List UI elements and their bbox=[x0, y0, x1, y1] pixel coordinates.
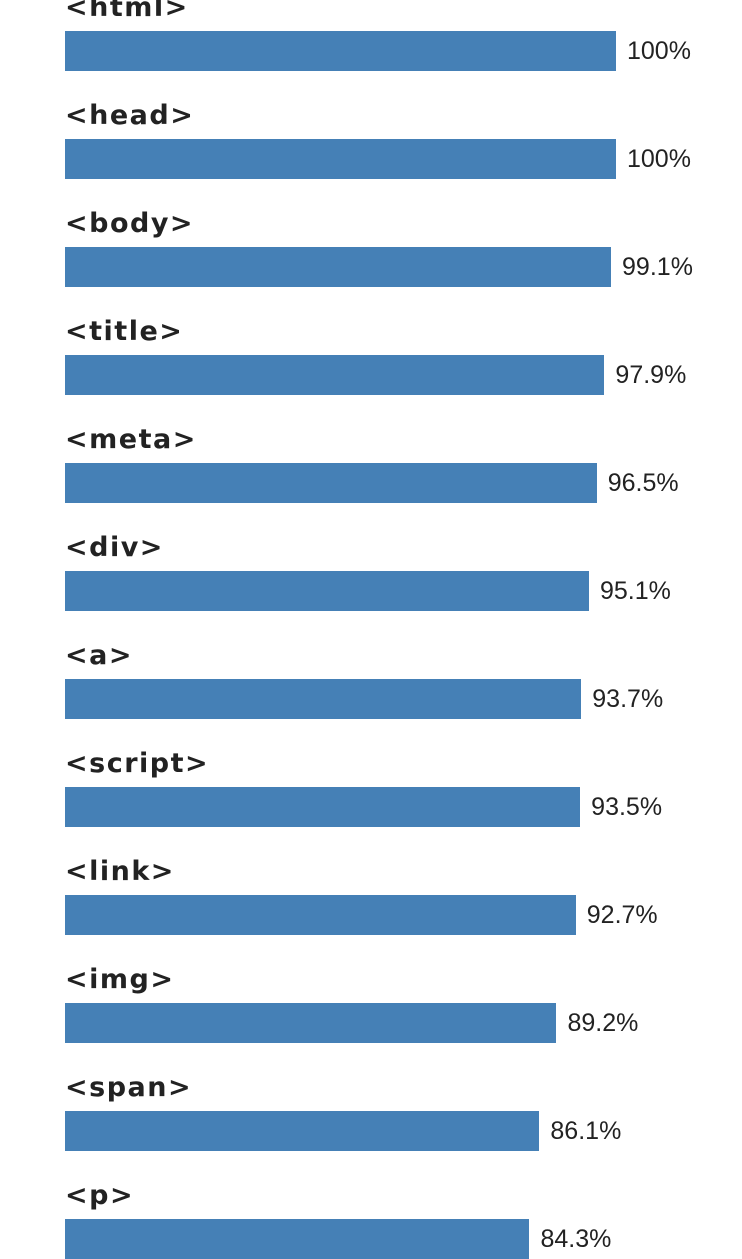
category-label: <body> bbox=[65, 208, 195, 239]
bar bbox=[65, 571, 589, 611]
category-label: <div> bbox=[65, 532, 164, 563]
value-label: 100% bbox=[627, 145, 691, 173]
value-label: 93.5% bbox=[591, 793, 663, 821]
value-label: 96.5% bbox=[607, 469, 679, 497]
category-label: <head> bbox=[65, 100, 195, 131]
category-label: <meta> bbox=[65, 424, 197, 455]
bar bbox=[65, 355, 605, 395]
value-label: 95.1% bbox=[600, 577, 671, 605]
value-label: 100% bbox=[627, 37, 691, 65]
bar bbox=[65, 31, 616, 71]
bar bbox=[65, 679, 582, 719]
bar bbox=[65, 1003, 557, 1043]
value-label: 93.7% bbox=[592, 685, 664, 713]
bar bbox=[65, 1219, 530, 1259]
category-label: <script> bbox=[65, 748, 210, 779]
category-label: <p> bbox=[65, 1180, 135, 1211]
value-label: 84.3% bbox=[540, 1225, 612, 1253]
value-label: 89.2% bbox=[567, 1009, 639, 1037]
bar bbox=[65, 895, 576, 935]
bar bbox=[65, 1111, 540, 1151]
category-label: <img> bbox=[65, 964, 175, 995]
category-label: <link> bbox=[65, 856, 175, 887]
value-label: 92.7% bbox=[586, 901, 658, 929]
category-label: <a> bbox=[65, 640, 133, 671]
bar bbox=[65, 139, 616, 179]
bar bbox=[65, 247, 612, 287]
category-label: <title> bbox=[65, 316, 184, 347]
value-label: 97.9% bbox=[615, 361, 687, 389]
bar bbox=[65, 787, 581, 827]
value-label: 99.1% bbox=[622, 253, 693, 281]
category-label: <html> bbox=[65, 0, 189, 23]
category-label: <span> bbox=[65, 1072, 193, 1103]
bar bbox=[65, 463, 597, 503]
value-label: 86.1% bbox=[550, 1117, 622, 1145]
